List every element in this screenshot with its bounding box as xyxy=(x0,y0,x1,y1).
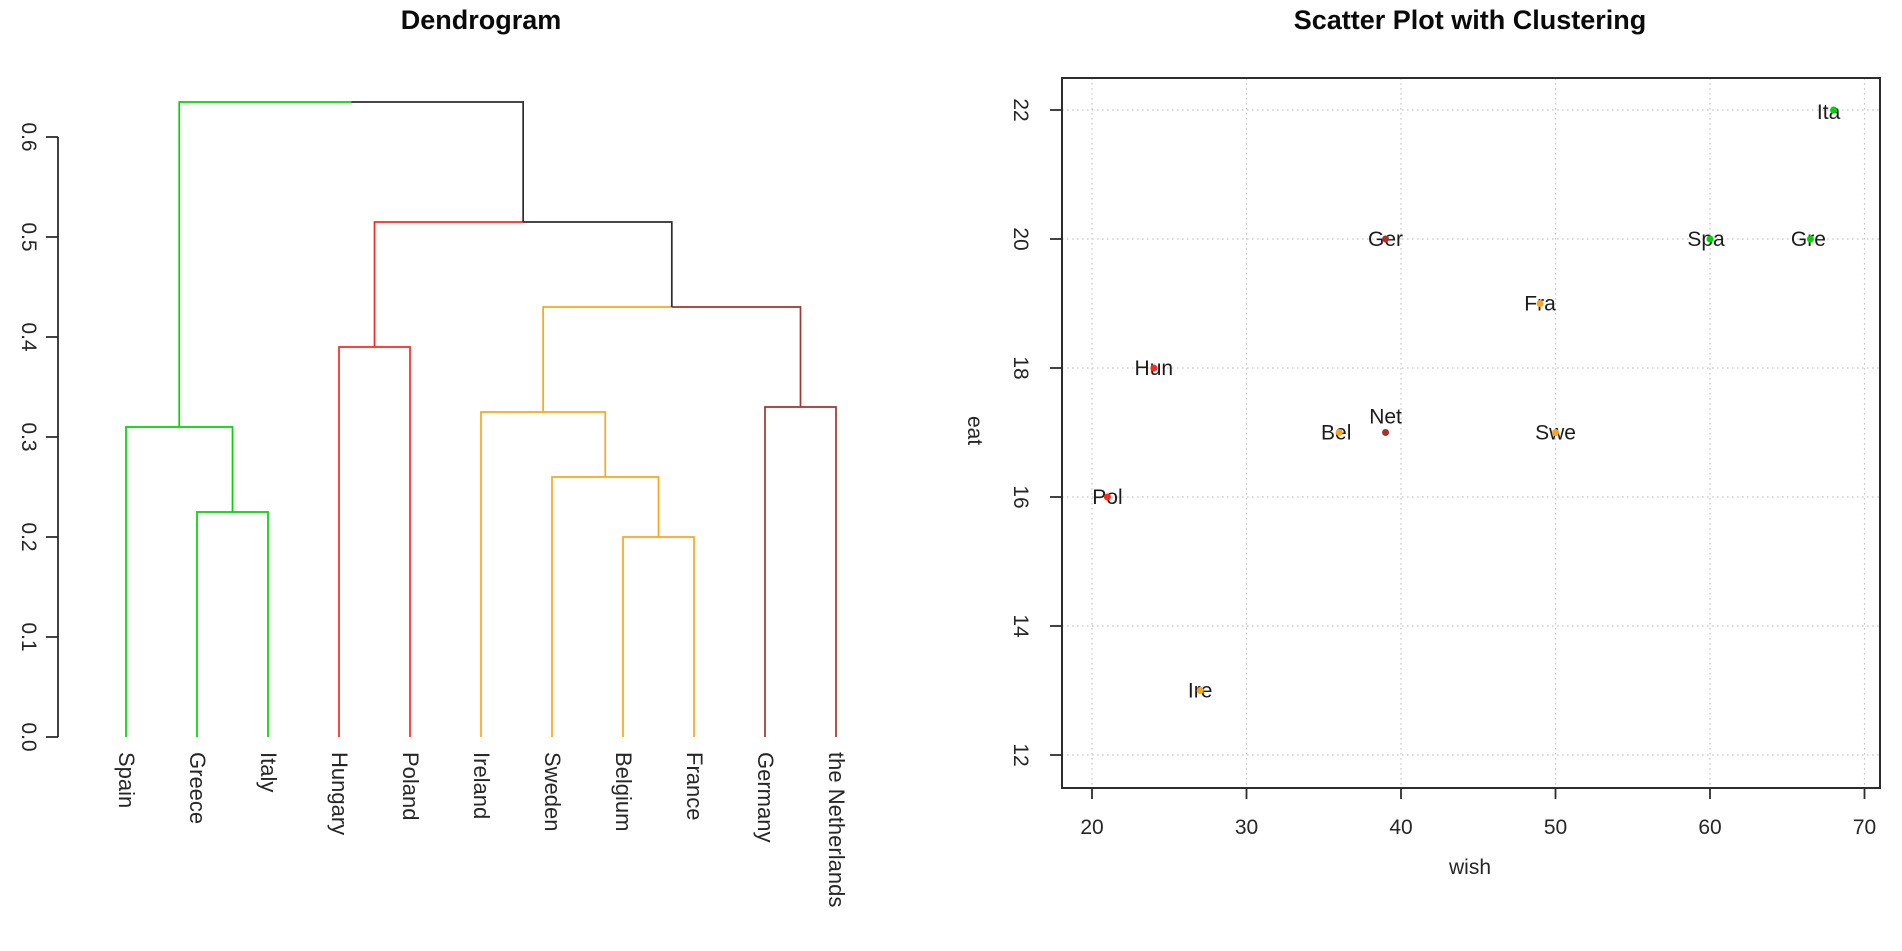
data-point xyxy=(1382,429,1390,436)
leaf-label: Poland xyxy=(398,752,423,821)
x-axis-tick-label: 70 xyxy=(1853,816,1876,839)
dendrogram-branch xyxy=(480,411,544,737)
dendrogram-branch xyxy=(351,101,525,222)
data-point xyxy=(1552,429,1559,436)
scatter-plot: 203040506070121416182022PolHunIreBelGerN… xyxy=(1009,77,1881,839)
dendrogram-branch xyxy=(178,101,352,427)
dendrogram-branch xyxy=(523,221,673,307)
dendrogram-branch xyxy=(543,411,607,477)
dendrogram-branch xyxy=(800,406,837,737)
y-axis-tick-label: 0.6 xyxy=(17,122,40,151)
data-point xyxy=(1536,300,1544,307)
y-axis-tick-label: 20 xyxy=(1009,227,1032,250)
leaf-label: Ireland xyxy=(469,752,494,819)
x-axis-tick-label: 50 xyxy=(1544,816,1567,839)
y-axis-tick-label: 0.2 xyxy=(17,522,40,551)
data-point xyxy=(1150,364,1158,372)
leaf-label: Germany xyxy=(753,752,778,842)
point-label: Spa xyxy=(1687,228,1725,251)
dendrogram-branch xyxy=(179,426,234,512)
data-point xyxy=(1806,235,1814,243)
dendrogram-branch xyxy=(125,426,180,737)
x-axis-tick-label: 20 xyxy=(1080,816,1103,839)
leaf-label: Sweden xyxy=(540,752,565,832)
data-point xyxy=(1335,429,1343,436)
dendrogram-plot: 0.0 0.1 0.2 0.3 0.4 0.5 0.6 Spain Greece Italy Hun… xyxy=(17,101,849,907)
y-axis-tick-label: 0.1 xyxy=(17,622,40,651)
dendrogram-branch xyxy=(232,511,269,737)
x-axis-tick-label: 60 xyxy=(1698,816,1721,839)
dendrogram-branch xyxy=(542,306,672,412)
data-point xyxy=(1706,235,1714,243)
dendrogram-branch xyxy=(671,306,802,407)
x-axis-tick-label: 30 xyxy=(1235,816,1258,839)
leaf-label: Greece xyxy=(185,752,210,824)
leaf-label: France xyxy=(682,752,707,820)
scatter-title: Scatter Plot with Clustering xyxy=(1293,5,1647,35)
point-label: Net xyxy=(1369,406,1402,429)
y-axis-tick-label: 18 xyxy=(1009,356,1032,379)
dendrogram-branch xyxy=(196,511,233,737)
data-point xyxy=(1103,493,1111,501)
dendrogram-branch xyxy=(373,221,524,347)
scatter-panel: 203040506070121416182022PolHunIreBelGerN… xyxy=(950,0,1902,951)
leaf-label: Spain xyxy=(114,752,139,808)
dendrogram-branch xyxy=(605,476,660,537)
point-label: Ita xyxy=(1817,101,1841,124)
y-axis-label: eat xyxy=(963,416,986,446)
leaf-label: Italy xyxy=(256,752,281,792)
y-axis-tick-label: 0.4 xyxy=(17,322,40,352)
leaf-label: Belgium xyxy=(611,752,636,831)
data-point xyxy=(1830,106,1838,114)
x-axis-tick-label: 40 xyxy=(1389,816,1412,839)
y-axis-tick-label: 14 xyxy=(1009,614,1032,638)
dendrogram-title: Dendrogram xyxy=(400,5,562,35)
y-axis-tick-label: 16 xyxy=(1009,485,1032,508)
y-axis-tick-label: 0.5 xyxy=(17,222,40,251)
y-axis-tick-label: 22 xyxy=(1009,98,1032,121)
data-point xyxy=(1196,687,1204,694)
dendrogram-branch xyxy=(658,536,695,737)
dendrogram-branch xyxy=(338,346,375,737)
dendrogram-branch xyxy=(622,536,659,737)
leaf-label: Hungary xyxy=(327,752,352,835)
dendrogram-branch xyxy=(551,476,606,737)
y-axis-tick-label: 0.3 xyxy=(17,422,40,451)
y-axis-tick-label: 0.0 xyxy=(17,722,40,751)
leaf-label: the Netherlands xyxy=(824,752,849,907)
x-axis-label: wish xyxy=(1448,856,1491,879)
dendrogram-panel: 0.0 0.1 0.2 0.3 0.4 0.5 0.6 Spain Greece Italy Hun… xyxy=(0,0,950,951)
y-axis-tick-label: 12 xyxy=(1009,743,1032,766)
dendrogram-branch xyxy=(374,346,411,737)
plot-frame xyxy=(1061,77,1881,789)
data-point xyxy=(1382,235,1390,243)
dendrogram-branch xyxy=(764,406,801,737)
